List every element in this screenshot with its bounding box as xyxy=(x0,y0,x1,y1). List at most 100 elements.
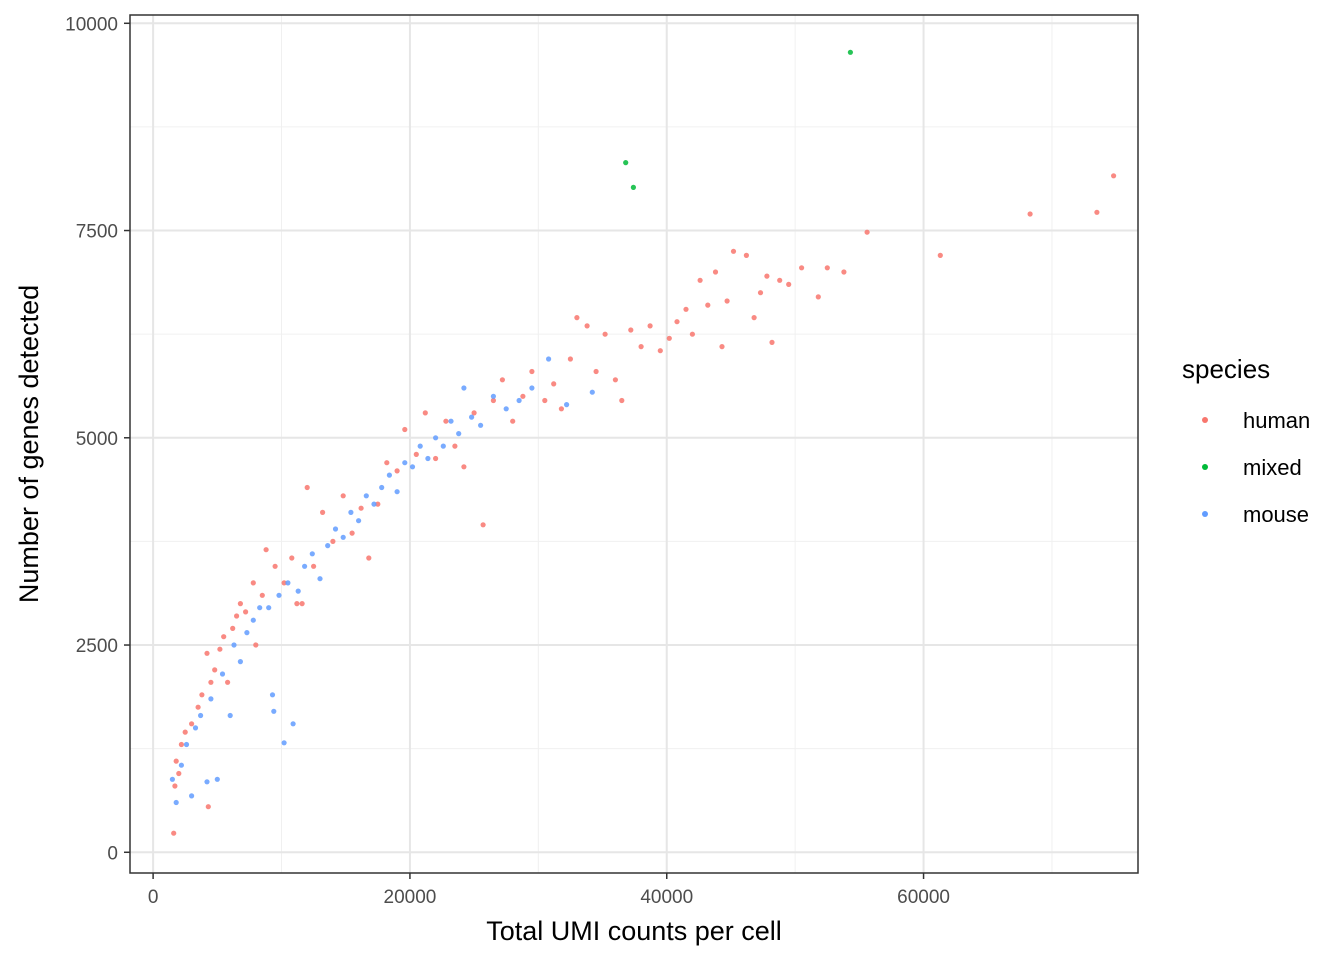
human-point xyxy=(375,501,381,507)
mouse-point xyxy=(409,464,416,470)
mouse-point xyxy=(269,692,276,698)
human-point xyxy=(243,609,249,615)
minor-gridlines xyxy=(130,15,1138,873)
mouse-point xyxy=(340,534,346,540)
mixed-point xyxy=(847,49,854,55)
human-point xyxy=(730,248,737,254)
human-point xyxy=(259,592,265,598)
human-point xyxy=(757,290,764,296)
human-point xyxy=(195,704,201,710)
mouse-point xyxy=(371,501,377,507)
human-point xyxy=(452,443,458,449)
legend-item-mixed: mixed xyxy=(1202,455,1302,480)
legend-item-human: human xyxy=(1202,408,1310,433)
mouse-point xyxy=(178,762,184,768)
legend-label-human: human xyxy=(1243,408,1310,433)
mouse-point xyxy=(356,518,362,524)
human-point xyxy=(172,783,178,789)
mouse-point xyxy=(257,605,263,611)
mouse-point xyxy=(379,484,385,491)
human-point xyxy=(294,601,300,607)
y-tick-label: 0 xyxy=(107,843,118,864)
human-point xyxy=(551,381,557,387)
human-point xyxy=(230,625,236,632)
legend-title: species xyxy=(1182,354,1270,384)
human-point xyxy=(777,277,783,283)
legend-key-mixed xyxy=(1202,464,1208,470)
human-point xyxy=(402,426,408,433)
mouse-point xyxy=(302,563,308,569)
human-point xyxy=(705,302,711,308)
human-point xyxy=(272,563,278,569)
mouse-point xyxy=(490,393,496,399)
human-point xyxy=(683,306,689,312)
human-point xyxy=(176,770,182,777)
human-point xyxy=(799,265,805,271)
mouse-point xyxy=(276,592,282,598)
series-mouse xyxy=(169,356,595,806)
human-point xyxy=(366,555,372,561)
human-point xyxy=(433,455,439,462)
mouse-point xyxy=(386,472,392,478)
human-point xyxy=(743,252,750,258)
human-point xyxy=(574,315,580,321)
x-axis-title: Total UMI counts per cell xyxy=(486,916,782,946)
human-point xyxy=(189,721,195,727)
mouse-point xyxy=(189,793,195,799)
human-point xyxy=(786,281,792,287)
mouse-point xyxy=(271,708,277,714)
human-point xyxy=(499,377,505,383)
human-point xyxy=(490,397,496,404)
human-point xyxy=(520,393,526,399)
human-point xyxy=(237,601,243,607)
human-point xyxy=(657,348,663,354)
human-point xyxy=(358,505,364,511)
mouse-point xyxy=(546,356,552,362)
human-point xyxy=(712,269,719,275)
human-point xyxy=(724,298,730,304)
human-point xyxy=(178,741,184,748)
human-point xyxy=(937,252,943,258)
mouse-point xyxy=(529,385,535,391)
human-point xyxy=(769,339,775,345)
human-point xyxy=(422,410,428,416)
mouse-point xyxy=(456,431,462,437)
mouse-point xyxy=(348,509,354,515)
human-point xyxy=(689,331,696,337)
human-point xyxy=(510,418,516,424)
series-mixed xyxy=(623,49,854,190)
mouse-point xyxy=(281,740,287,746)
human-point xyxy=(593,368,599,375)
human-point xyxy=(199,692,205,698)
human-point xyxy=(217,646,223,652)
mouse-point xyxy=(503,406,509,412)
legend-label-mouse: mouse xyxy=(1243,502,1309,527)
human-point xyxy=(602,331,608,337)
human-point xyxy=(250,580,256,586)
mouse-point xyxy=(448,418,454,424)
human-point xyxy=(413,451,419,457)
human-point xyxy=(221,634,227,640)
human-point xyxy=(443,418,449,424)
legend-item-mouse: mouse xyxy=(1202,502,1309,527)
x-tick-label: 20000 xyxy=(384,887,437,908)
major-gridlines xyxy=(130,15,1138,873)
mouse-point xyxy=(231,642,237,648)
human-point xyxy=(1111,173,1117,179)
human-point xyxy=(628,327,634,333)
mouse-point xyxy=(309,551,315,557)
mouse-point xyxy=(198,712,204,719)
human-point xyxy=(461,464,467,470)
y-tick-label: 5000 xyxy=(76,429,118,450)
x-axis: 0 20000 40000 60000 xyxy=(148,873,950,908)
human-point xyxy=(234,613,240,619)
human-point xyxy=(1094,209,1100,215)
human-point xyxy=(567,356,574,362)
human-point xyxy=(558,406,565,412)
legend-key-human xyxy=(1202,417,1208,423)
human-point xyxy=(304,484,310,491)
human-point xyxy=(542,397,548,404)
mouse-point xyxy=(173,799,179,806)
legend-items: human mixed mouse xyxy=(1202,408,1310,527)
